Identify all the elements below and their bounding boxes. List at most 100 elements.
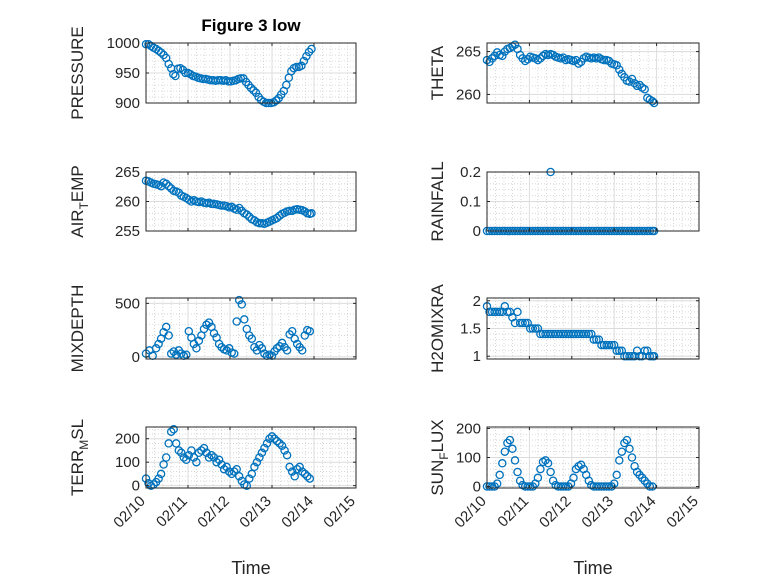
data-point (217, 460, 226, 469)
y-axis-label: H2OMIXRA (428, 283, 447, 372)
data-point (285, 206, 294, 216)
data-point (271, 96, 281, 105)
data-point (584, 476, 594, 485)
data-point (630, 79, 639, 88)
data-point (277, 338, 287, 348)
data-point (607, 340, 616, 350)
subplot-air-temp: 255 260 265 AIRTEMP (68, 164, 357, 240)
data-point (166, 427, 176, 436)
data-point (307, 44, 316, 54)
data-point (251, 88, 261, 98)
data-point (249, 86, 258, 95)
data-point (503, 307, 512, 317)
data-point (543, 459, 553, 468)
data-point (164, 181, 173, 191)
data-point (627, 453, 637, 462)
y-axis-label: RAINFALL (428, 161, 447, 241)
y-tick-label: 255 (115, 223, 140, 240)
data-point (513, 467, 522, 477)
y-axis-label: SUNFLUX (428, 419, 451, 495)
data-point (280, 446, 289, 455)
data-point (615, 456, 624, 465)
data-point (227, 469, 236, 479)
figure-title: Figure 3 low (201, 16, 301, 35)
y-tick-label: 200 (115, 431, 140, 448)
data-point (635, 80, 644, 90)
data-point (275, 439, 284, 448)
data-point (224, 467, 234, 476)
data-point (252, 457, 262, 467)
data-point (505, 435, 515, 445)
y-tick-label: 260 (456, 86, 481, 103)
data-point (277, 441, 287, 451)
y-axis-label: PRESSURE (68, 26, 87, 120)
data-point (518, 54, 527, 63)
data-point (164, 59, 173, 69)
data-point (546, 467, 555, 477)
data-point (282, 450, 292, 460)
data-point (164, 331, 173, 340)
data-point (292, 464, 302, 474)
y-tick-label: 500 (115, 295, 140, 312)
y-axis-label-subscript: F (437, 452, 451, 459)
data-point (617, 447, 627, 456)
data-point (602, 482, 611, 491)
data-point (576, 460, 586, 470)
y-tick-label: 100 (456, 450, 481, 467)
data-point (297, 467, 307, 476)
data-point (485, 482, 494, 491)
data-point (212, 457, 221, 467)
data-point (300, 331, 310, 340)
y-tick-label: 2 (473, 293, 481, 310)
data-point (649, 351, 659, 361)
y-tick-label: 200 (456, 420, 481, 437)
data-point (199, 324, 209, 334)
data-point (242, 481, 252, 490)
data-point (635, 351, 644, 361)
axes-box (486, 42, 700, 104)
data-point (612, 61, 621, 70)
y-tick-label: 265 (456, 44, 481, 61)
data-point (154, 46, 163, 56)
data-point (581, 329, 591, 339)
y-tick-label: 0 (473, 223, 481, 240)
y-tick-label: 0.2 (460, 164, 481, 181)
y-axis-label-subscript: T (77, 201, 91, 209)
y-tick-label: 100 (115, 454, 140, 471)
data-point (285, 462, 294, 472)
data-point (500, 447, 510, 456)
data-point (192, 457, 201, 467)
data-point (533, 473, 543, 483)
data-point (625, 444, 634, 454)
data-point (179, 453, 189, 462)
y-tick-label: 950 (115, 65, 140, 82)
data-point (622, 435, 632, 445)
data-point (217, 201, 226, 210)
y-tick-label: 900 (115, 95, 140, 112)
data-point (154, 339, 163, 349)
data-point (528, 324, 538, 333)
data-point (182, 350, 191, 359)
data-point (640, 85, 649, 94)
data-point (303, 472, 312, 481)
y-tick-label: 1.5 (460, 321, 481, 338)
data-point (299, 56, 309, 66)
data-point (515, 476, 525, 485)
data-point (287, 326, 297, 336)
data-point (569, 473, 578, 483)
y-axis-label: TERRMSL (68, 419, 91, 496)
data-point (234, 295, 244, 305)
data-point (154, 474, 163, 483)
data-point (204, 318, 214, 327)
data-point (232, 317, 241, 326)
data-point (184, 450, 194, 460)
data-point (232, 464, 241, 474)
data-point (222, 462, 231, 472)
data-point (282, 80, 291, 90)
data-point (252, 346, 262, 355)
data-point (222, 346, 231, 355)
y-axis-label: THETA (428, 45, 447, 100)
y-axis-label-part: RAINFALL (428, 161, 447, 241)
data-point (300, 469, 310, 479)
data-point (498, 459, 507, 468)
